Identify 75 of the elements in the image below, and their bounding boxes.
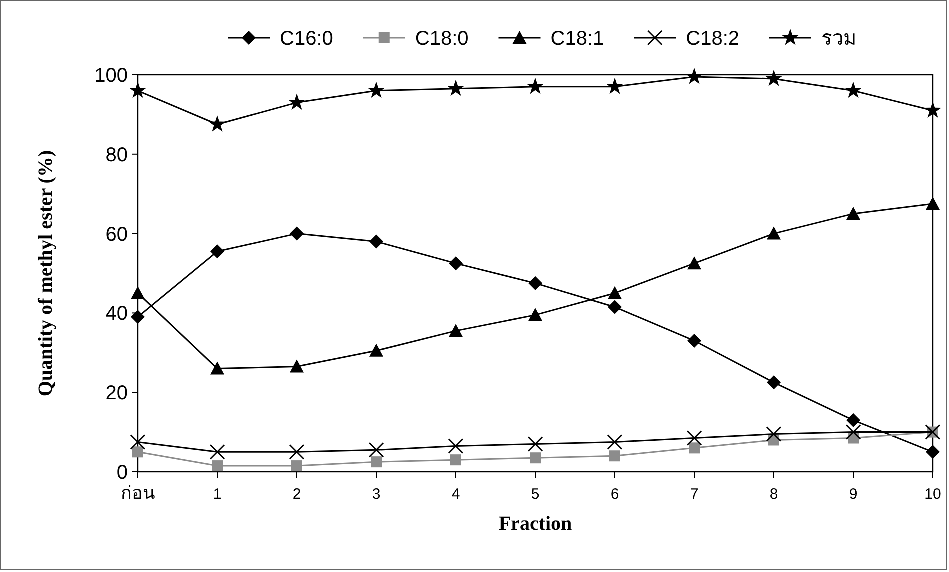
point (210, 444, 226, 460)
point (447, 80, 465, 96)
x-tick-label: ก่อน (121, 483, 155, 503)
x-axis-title: Fraction (498, 513, 572, 535)
x-tick-label: 6 (610, 486, 620, 503)
point (528, 436, 544, 452)
point (290, 360, 304, 373)
point (292, 460, 302, 472)
y-tick-label: 100 (94, 65, 128, 87)
point (290, 226, 304, 241)
point (210, 244, 224, 259)
point (608, 286, 622, 300)
point (765, 70, 783, 86)
point (926, 197, 940, 210)
point (689, 442, 700, 454)
legend-label: รวม (822, 28, 856, 50)
point (688, 334, 702, 348)
point (448, 438, 464, 454)
point (130, 434, 146, 450)
point (686, 68, 704, 84)
legend-label: C18:1 (550, 28, 604, 50)
point (131, 310, 145, 324)
point (368, 82, 386, 98)
point (370, 234, 384, 249)
point (686, 430, 702, 446)
y-tick-label: 40 (106, 303, 128, 326)
point (132, 446, 144, 458)
x-tick-label: 2 (292, 486, 302, 503)
point (766, 426, 782, 442)
point (208, 116, 226, 132)
point (846, 413, 860, 428)
x-tick-label: 10 (924, 486, 942, 503)
y-tick-label: 0 (116, 462, 128, 484)
point (767, 376, 781, 390)
x-tick-label: 7 (690, 486, 699, 503)
y-tick-label: 80 (106, 144, 128, 166)
point (844, 82, 862, 98)
legend-label: C16:0 (280, 28, 334, 50)
point (131, 286, 145, 300)
point (289, 444, 305, 460)
point (688, 256, 702, 270)
y-tick-label: 60 (106, 224, 128, 246)
point (212, 460, 223, 472)
point (606, 78, 624, 94)
point (450, 454, 462, 466)
point (371, 456, 382, 468)
point (449, 256, 463, 271)
x-tick-label: 4 (452, 486, 460, 503)
point (530, 452, 541, 464)
point (846, 206, 860, 220)
point (370, 344, 384, 357)
point (846, 424, 862, 440)
point (288, 94, 306, 110)
x-tick-label: 8 (770, 486, 778, 503)
point (528, 276, 542, 290)
point (449, 324, 463, 338)
y-axis-title: Quantity of methyl ester (%) (35, 150, 57, 397)
point (608, 300, 622, 314)
point (129, 82, 147, 98)
legend-label: C18:0 (415, 28, 469, 50)
point (607, 434, 623, 450)
point (926, 445, 940, 460)
x-tick-label: 1 (213, 486, 222, 503)
point (528, 308, 542, 322)
point (526, 78, 544, 94)
point (368, 442, 384, 458)
point (924, 102, 942, 118)
x-tick-label: 9 (849, 486, 858, 503)
point (767, 226, 781, 240)
y-tick-label: 20 (106, 382, 128, 405)
legend-label: C18:2 (686, 28, 740, 50)
x-tick-label: 3 (372, 486, 381, 503)
point (210, 362, 224, 375)
x-tick-label: 5 (531, 486, 540, 503)
point (610, 450, 620, 462)
